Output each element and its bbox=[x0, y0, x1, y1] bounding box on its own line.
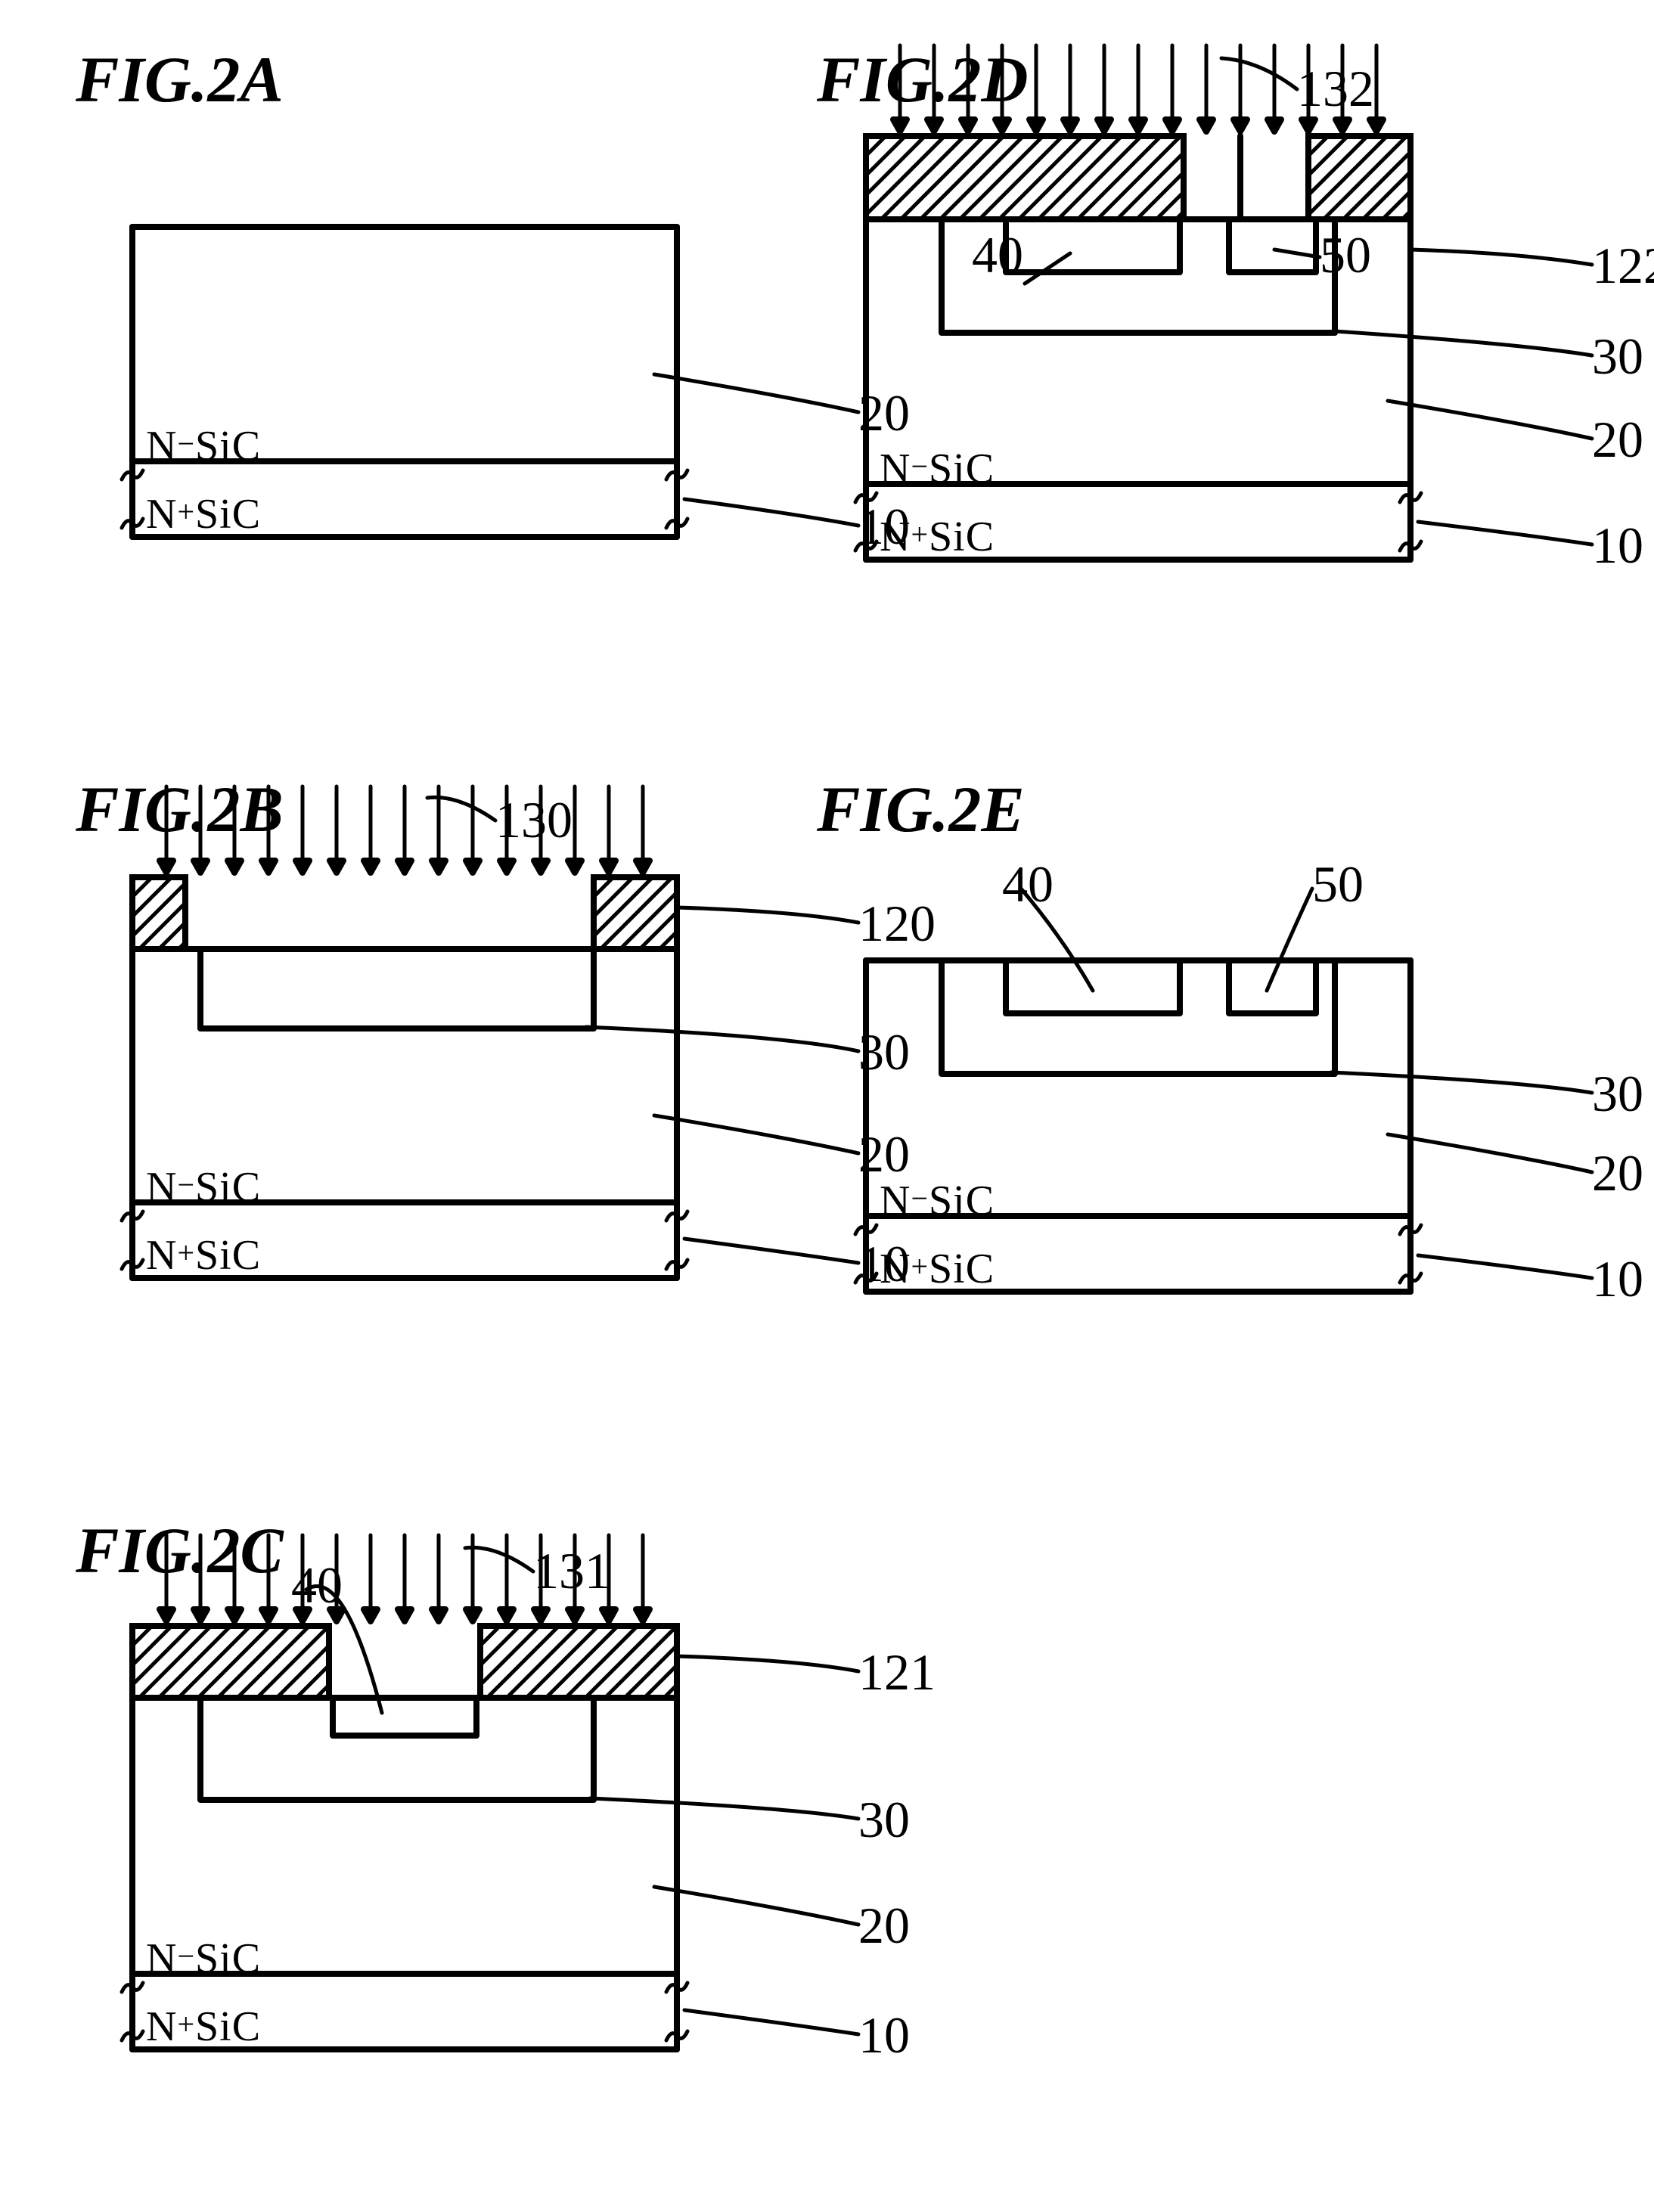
ref-20-d: 20 bbox=[1592, 410, 1643, 470]
ref-20-a: 20 bbox=[858, 383, 910, 443]
ref-20-e: 20 bbox=[1592, 1143, 1643, 1203]
ref-30-b: 30 bbox=[858, 1022, 910, 1082]
layer-nplus-a: N+SiC bbox=[146, 490, 261, 538]
ref-10-d: 10 bbox=[1592, 516, 1643, 575]
ref-40-d: 40 bbox=[972, 225, 1023, 285]
layer-nminus-a: N−SiC bbox=[146, 422, 261, 470]
ref-121-c: 121 bbox=[858, 1643, 936, 1702]
layer-nminus-d: N−SiC bbox=[880, 445, 995, 493]
layer-nplus-b: N+SiC bbox=[146, 1231, 261, 1280]
ref-50-e: 50 bbox=[1312, 855, 1364, 914]
ref-10-c: 10 bbox=[858, 2006, 910, 2065]
ref-132: 132 bbox=[1297, 59, 1374, 119]
diagram-svg bbox=[30, 30, 1624, 2182]
ref-40-e: 40 bbox=[1002, 855, 1054, 914]
layer-nminus-b: N−SiC bbox=[146, 1163, 261, 1211]
ref-40-c: 40 bbox=[291, 1556, 343, 1615]
ref-10-e: 10 bbox=[1592, 1249, 1643, 1309]
ref-130: 130 bbox=[495, 790, 573, 850]
ref-131: 131 bbox=[533, 1541, 610, 1601]
ref-120-b: 120 bbox=[858, 894, 936, 954]
layer-nplus-c: N+SiC bbox=[146, 2003, 261, 2051]
ref-30-e: 30 bbox=[1592, 1064, 1643, 1124]
ref-20-c: 20 bbox=[858, 1896, 910, 1956]
ref-30-c: 30 bbox=[858, 1790, 910, 1850]
layer-nplus-d: N+SiC bbox=[880, 513, 995, 561]
ref-20-b: 20 bbox=[858, 1125, 910, 1184]
page: FIG.2A FIG.2B FIG.2C FIG.2D FIG.2E N−SiC… bbox=[30, 30, 1624, 2182]
layer-nplus-e: N+SiC bbox=[880, 1245, 995, 1293]
layer-nminus-c: N−SiC bbox=[146, 1934, 261, 1983]
layer-nminus-e: N−SiC bbox=[880, 1177, 995, 1225]
ref-30-d: 30 bbox=[1592, 327, 1643, 386]
ref-50-d: 50 bbox=[1320, 225, 1371, 285]
ref-122-d: 122 bbox=[1592, 236, 1654, 296]
